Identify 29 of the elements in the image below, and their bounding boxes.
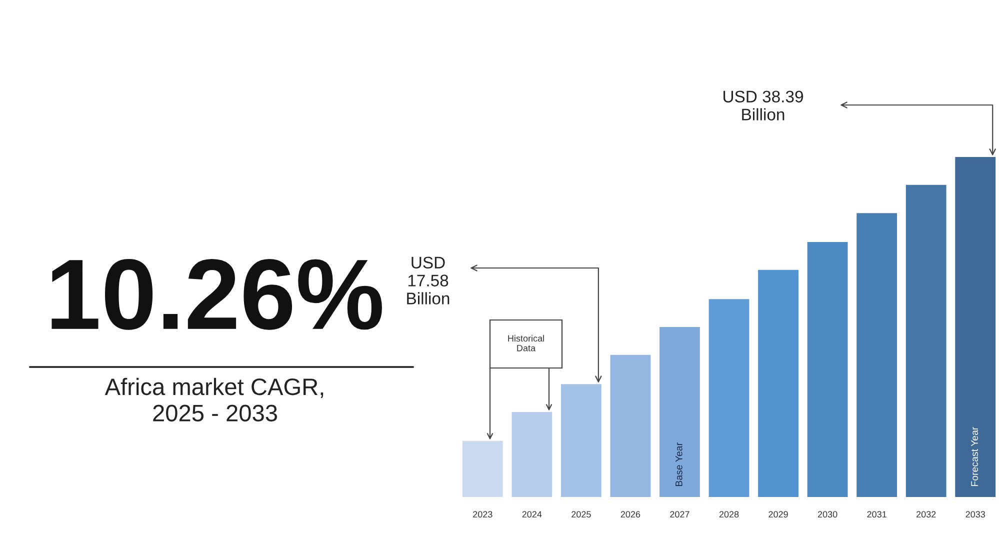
- x-tick-label: 2028: [719, 511, 739, 518]
- text: Africa market CAGR, 2025 - 2033: [104, 378, 324, 422]
- x-tick-label: 2032: [916, 511, 936, 518]
- x-tick-label: 2029: [768, 511, 788, 518]
- x-tick-label: 2031: [867, 511, 886, 518]
- x-tick-label: 2030: [818, 511, 838, 518]
- x-tick-label: 2027: [670, 511, 690, 518]
- bar: [660, 327, 700, 497]
- bar: [512, 412, 552, 497]
- bar: [758, 270, 798, 497]
- bar: [955, 157, 996, 497]
- x-tick-label: 2025: [572, 511, 591, 518]
- x-tick-label: 2023: [473, 511, 492, 518]
- bar: [708, 299, 750, 497]
- text: USD 38.39 Billion: [724, 90, 803, 120]
- bar: [462, 440, 503, 497]
- bar: [560, 384, 602, 497]
- annotation: Historical Data: [508, 334, 544, 352]
- text: USD 17.58 Billion: [407, 256, 450, 304]
- x-tick-label: 2026: [620, 511, 640, 518]
- annotation: Forecast Year: [971, 426, 978, 486]
- text: 10.26%: [52, 259, 382, 330]
- bar: [906, 184, 946, 497]
- bar: [856, 213, 898, 497]
- x-tick-label: 2033: [966, 511, 986, 518]
- annotation: Base Year: [676, 442, 682, 486]
- bar: [807, 242, 848, 497]
- x-tick-label: 2024: [522, 511, 542, 518]
- bar: [610, 354, 651, 497]
